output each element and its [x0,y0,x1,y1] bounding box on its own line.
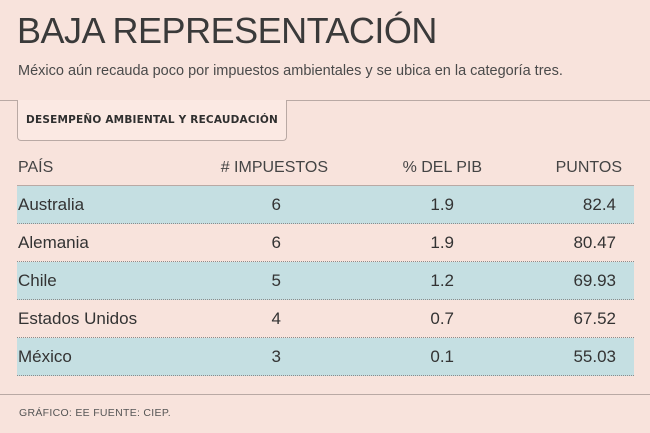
cell-pais: Australia [18,194,85,214]
tab-desempeno-ambiental[interactable]: DESEMPEÑO AMBIENTAL Y RECAUDACIÓN [17,100,287,141]
table-row: Estados Unidos 4 0.7 67.52 [17,300,634,338]
footer-credits: GRÁFICO: EE FUENTE: CIEP. [19,407,171,419]
table-row: Australia 6 1.9 82.4 [17,186,634,224]
cell-puntos: 55.03 [573,346,616,366]
header-pib: % DEL PIB [402,158,482,176]
page-subtitle: México aún recauda poco por impuestos am… [18,63,563,79]
cell-impuestos: 6 [271,194,281,214]
cell-pais: México [18,346,72,366]
table-header: PAÍS # IMPUESTOS % DEL PIB PUNTOS [17,150,634,186]
cell-pib: 1.2 [430,270,454,290]
header-puntos: PUNTOS [555,158,622,176]
cell-pib: 0.7 [430,308,454,328]
cell-pais: Alemania [18,232,89,252]
bottom-divider [0,394,650,395]
table-row: Alemania 6 1.9 80.47 [17,224,634,262]
cell-impuestos: 4 [271,308,281,328]
cell-pib: 1.9 [430,194,454,214]
cell-impuestos: 5 [271,270,281,290]
cell-pais: Chile [18,270,57,290]
page-title: BAJA REPRESENTACIÓN [17,10,437,51]
cell-pais: Estados Unidos [18,308,138,328]
cell-pib: 0.1 [430,346,454,366]
top-divider [0,100,650,101]
cell-puntos: 69.93 [573,270,616,290]
cell-pib: 1.9 [430,232,454,252]
table-body: Australia 6 1.9 82.4 Alemania 6 1.9 80.47 Chile 5… [17,186,634,376]
cell-puntos: 67.52 [573,308,616,328]
tab-label: DESEMPEÑO AMBIENTAL Y RECAUDACIÓN [26,114,278,126]
cell-puntos: 82.4 [582,194,616,214]
cell-impuestos: 3 [271,346,281,366]
cell-impuestos: 6 [271,232,281,252]
cell-puntos: 80.47 [573,232,616,252]
data-table: PAÍS # IMPUESTOS % DEL PIB PUNTOS Austra… [17,150,634,376]
table-row: Chile 5 1.2 69.93 [17,262,634,300]
header-impuestos: # IMPUESTOS [220,158,328,176]
table-row: México 3 0.1 55.03 [17,338,634,376]
header-pais: PAÍS [18,158,54,176]
